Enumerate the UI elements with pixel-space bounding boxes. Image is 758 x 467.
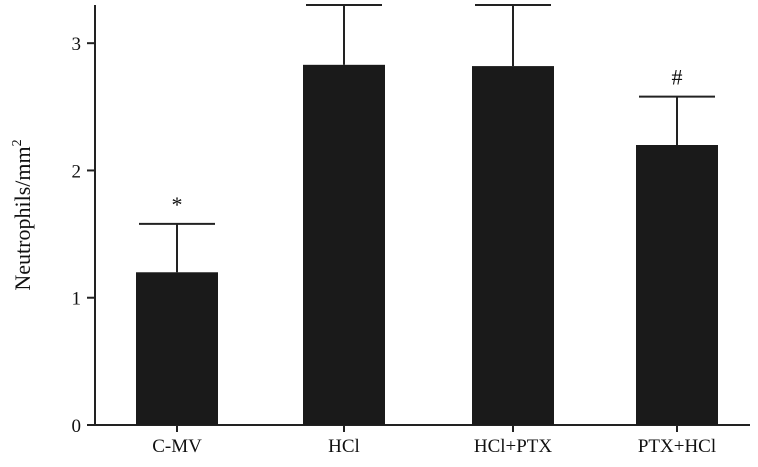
significance-marker: # bbox=[672, 65, 683, 90]
x-tick-label: HCl bbox=[328, 436, 360, 457]
y-tick-label: 0 bbox=[72, 416, 82, 437]
bars bbox=[136, 64, 718, 426]
annotations: *# bbox=[172, 65, 683, 217]
x-tick-label: HCl+PTX bbox=[474, 436, 553, 457]
significance-marker: * bbox=[172, 192, 183, 217]
y-axis: 0 1 2 3 bbox=[72, 5, 96, 437]
bar bbox=[303, 64, 385, 426]
bar bbox=[136, 272, 218, 425]
y-tick-label: 1 bbox=[72, 289, 82, 310]
bar bbox=[636, 145, 718, 425]
y-axis-label-superscript: 2 bbox=[10, 139, 25, 146]
x-tick-label: C-MV bbox=[152, 436, 202, 457]
error-bars bbox=[139, 4, 715, 273]
bar bbox=[472, 66, 554, 425]
y-tick-label: 2 bbox=[72, 161, 82, 182]
y-axis-label-main: Neutrophils/mm bbox=[10, 146, 35, 290]
y-axis-label: Neutrophils/mm2 bbox=[10, 139, 35, 290]
x-axis: C-MV HCl HCl+PTX PTX+HCl bbox=[95, 424, 750, 457]
y-tick-label: 3 bbox=[72, 34, 82, 55]
x-tick-label: PTX+HCl bbox=[638, 436, 716, 457]
